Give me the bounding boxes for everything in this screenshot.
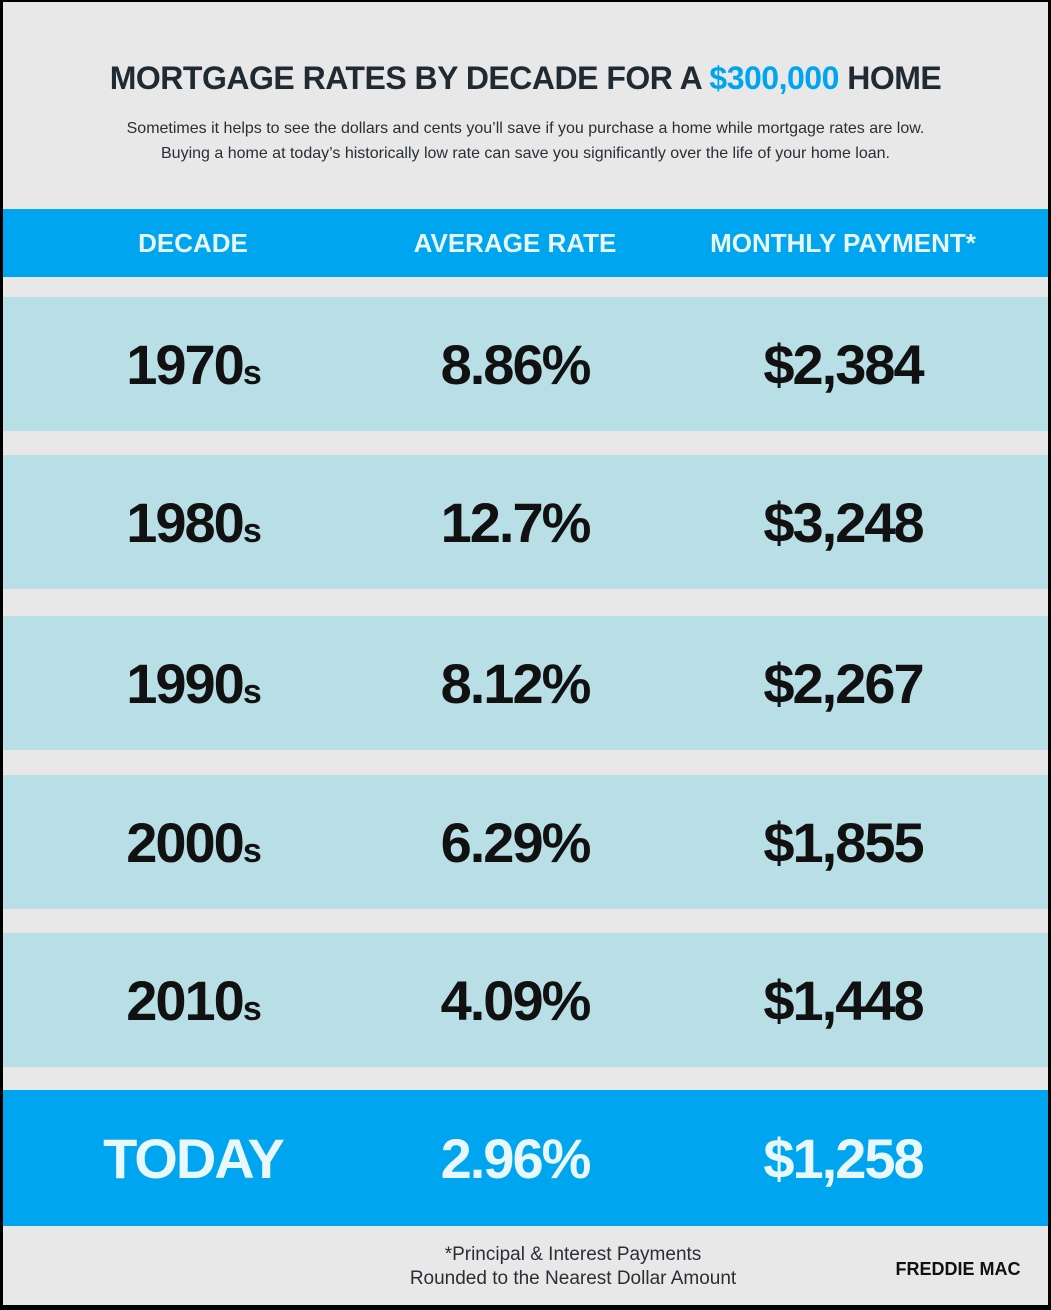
table-header: DECADE AVERAGE RATE MONTHLY PAYMENT*: [3, 209, 1048, 277]
title-suffix: HOME: [847, 60, 942, 96]
subtitle-line-1: Sometimes it helps to see the dollars an…: [126, 120, 925, 137]
table-row-today: TODAY 2.96% $1,258: [3, 1090, 1048, 1226]
footnote-line-1: *Principal & Interest Payments: [444, 1244, 702, 1265]
column-header-decade: DECADE: [138, 227, 248, 258]
subtitle-line-2: Buying a home at today’s historically lo…: [161, 145, 890, 162]
column-header-payment: MONTHLY PAYMENT*: [710, 227, 976, 258]
rate-cell: 8.12%: [440, 651, 592, 715]
column-header-rate: AVERAGE RATE: [413, 227, 617, 258]
title-prefix: MORTGAGE RATES BY DECADE FOR A: [109, 60, 702, 96]
payment-cell: $1,855: [763, 810, 924, 874]
table-row: 1970s 8.86% $2,384: [3, 297, 1048, 431]
infographic: MORTGAGE RATES BY DECADE FOR A $300,000 …: [3, 2, 1048, 1305]
rate-cell: 6.29%: [440, 810, 592, 874]
payment-cell: $2,267: [763, 651, 924, 715]
payment-cell: $1,448: [763, 968, 924, 1032]
table-row: 1990s 8.12% $2,267: [3, 616, 1048, 750]
source-label: FREDDIE MAC: [895, 1259, 1021, 1279]
decade-cell: 2000s: [126, 810, 261, 874]
rate-cell: 12.7%: [440, 490, 592, 554]
payment-cell: $3,248: [763, 490, 924, 554]
payment-cell: $2,384: [763, 332, 924, 396]
decade-cell: 1990s: [126, 651, 261, 715]
footnote-line-2: Rounded to the Nearest Dollar Amount: [409, 1268, 737, 1289]
table-row: 2000s 6.29% $1,855: [3, 775, 1048, 909]
decade-cell: 1970s: [126, 332, 261, 396]
page-title: MORTGAGE RATES BY DECADE FOR A $300,000 …: [3, 60, 1048, 97]
payment-cell: $1,258: [763, 1126, 924, 1190]
rate-cell: 4.09%: [440, 968, 592, 1032]
decade-cell: 1980s: [126, 490, 261, 554]
rate-cell: 8.86%: [440, 332, 592, 396]
decade-cell: TODAY: [103, 1126, 285, 1190]
title-highlight: $300,000: [709, 60, 839, 96]
decade-cell: 2010s: [126, 968, 261, 1032]
rate-cell: 2.96%: [440, 1126, 592, 1190]
table-row: 2010s 4.09% $1,448: [3, 933, 1048, 1067]
table-row: 1980s 12.7% $3,248: [3, 455, 1048, 589]
